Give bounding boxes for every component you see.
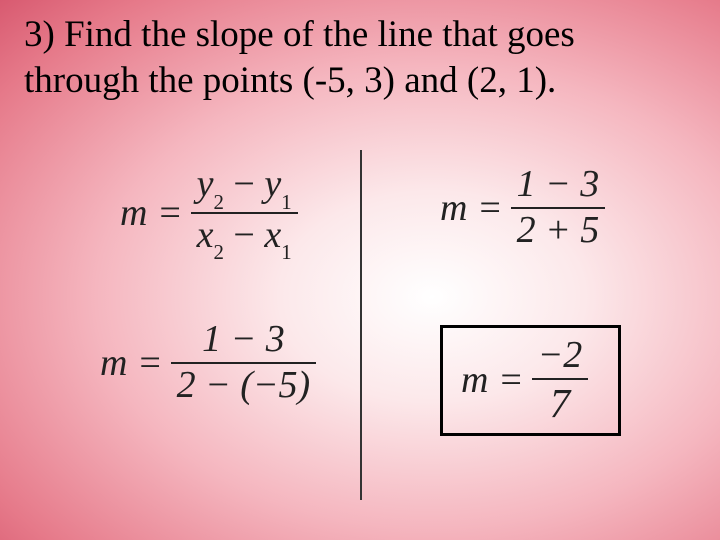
vertical-divider xyxy=(360,150,362,500)
fraction: 1 − 3 2 + 5 xyxy=(511,165,606,251)
fraction: 1 − 3 2 − (−5) xyxy=(171,320,317,406)
formula-substituted: m = 1 − 3 2 − (−5) xyxy=(100,320,316,406)
sub-1: 1 xyxy=(281,190,291,214)
formula-answer-boxed: m = −2 7 xyxy=(440,325,621,436)
formula-slope-definition: m = y2 − y1 x2 − x1 xyxy=(120,165,298,260)
numerator: 1 − 3 xyxy=(511,165,606,205)
formula-lhs: m = xyxy=(120,191,183,235)
formula-lhs: m = xyxy=(100,341,163,385)
sub-1b: 1 xyxy=(281,240,291,264)
sub-2: 2 xyxy=(213,190,223,214)
var-y2: y xyxy=(197,163,214,205)
numerator: y2 − y1 xyxy=(191,165,298,210)
denominator: 2 + 5 xyxy=(511,211,606,251)
formula-simplified: m = 1 − 3 2 + 5 xyxy=(440,165,605,251)
denominator: 7 xyxy=(544,382,577,425)
denominator: 2 − (−5) xyxy=(171,366,317,406)
var-x1: x xyxy=(264,214,281,256)
problem-title: 3) Find the slope of the line that goes … xyxy=(24,12,696,105)
numerator: −2 xyxy=(532,336,589,376)
formula-lhs: m = xyxy=(461,358,524,402)
formula-lhs: m = xyxy=(440,186,503,230)
numerator: 1 − 3 xyxy=(196,320,291,360)
var-x2: x xyxy=(197,214,214,256)
sub-2b: 2 xyxy=(213,240,223,264)
denominator: x2 − x1 xyxy=(191,216,298,261)
minus: − xyxy=(224,163,264,205)
var-y1: y xyxy=(264,163,281,205)
minus-b: − xyxy=(224,214,264,256)
fraction: −2 7 xyxy=(532,336,589,425)
fraction: y2 − y1 x2 − x1 xyxy=(191,165,298,260)
